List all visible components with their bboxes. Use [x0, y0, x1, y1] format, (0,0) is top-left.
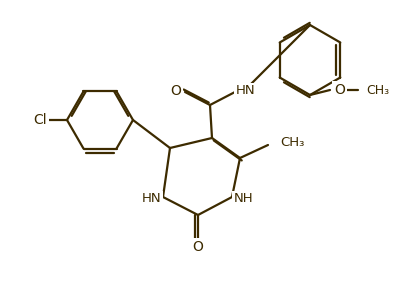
Text: CH₃: CH₃ — [366, 83, 389, 97]
Text: HN: HN — [236, 85, 256, 98]
Text: CH₃: CH₃ — [280, 136, 305, 149]
Text: O: O — [170, 84, 181, 98]
Text: Cl: Cl — [33, 113, 47, 127]
Text: O: O — [334, 83, 345, 97]
Text: NH: NH — [234, 192, 253, 205]
Text: O: O — [192, 240, 204, 254]
Text: HN: HN — [141, 192, 161, 205]
